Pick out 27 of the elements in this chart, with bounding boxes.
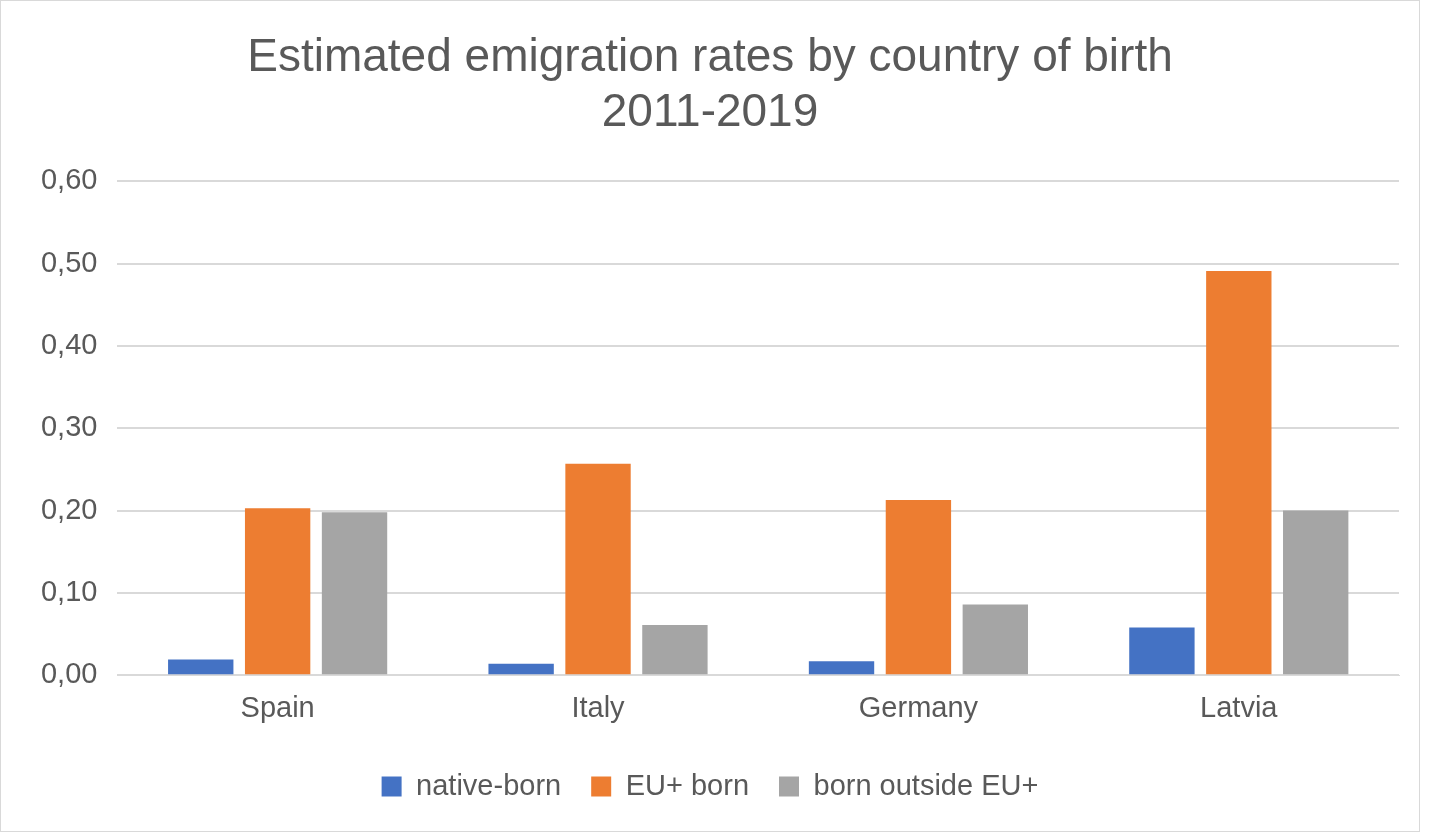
bar [565,463,631,675]
chart-title: Estimated emigration rates by country of birth 2011-2019 [247,29,1173,137]
bar [244,508,311,675]
bar [1129,627,1195,675]
y-tick-label: 0,20 [40,492,98,525]
y-tick-label: 0,10 [40,574,98,607]
x-tick-label: Latvia [1200,690,1279,723]
bar [642,625,708,675]
legend-label: born outside EU+ [813,768,1039,801]
bar [808,661,875,675]
legend-label: native-born [416,768,562,801]
bar [488,663,554,675]
bar [885,499,952,675]
y-tick-label: 0,60 [40,163,98,196]
x-tick-label: Germany [858,690,979,723]
y-tick-label: 0,00 [40,657,98,690]
bar [962,604,1028,675]
bar [168,659,234,675]
bar [1283,510,1349,675]
x-tick-label: Italy [571,690,626,723]
bar [321,512,388,675]
y-tick-label: 0,50 [40,245,98,278]
bar [1206,271,1272,675]
legend-label: EU+ born [625,768,750,801]
y-tick-label: 0,30 [40,410,98,443]
y-tick-label: 0,40 [40,328,98,360]
x-tick-label: Spain [240,690,315,723]
